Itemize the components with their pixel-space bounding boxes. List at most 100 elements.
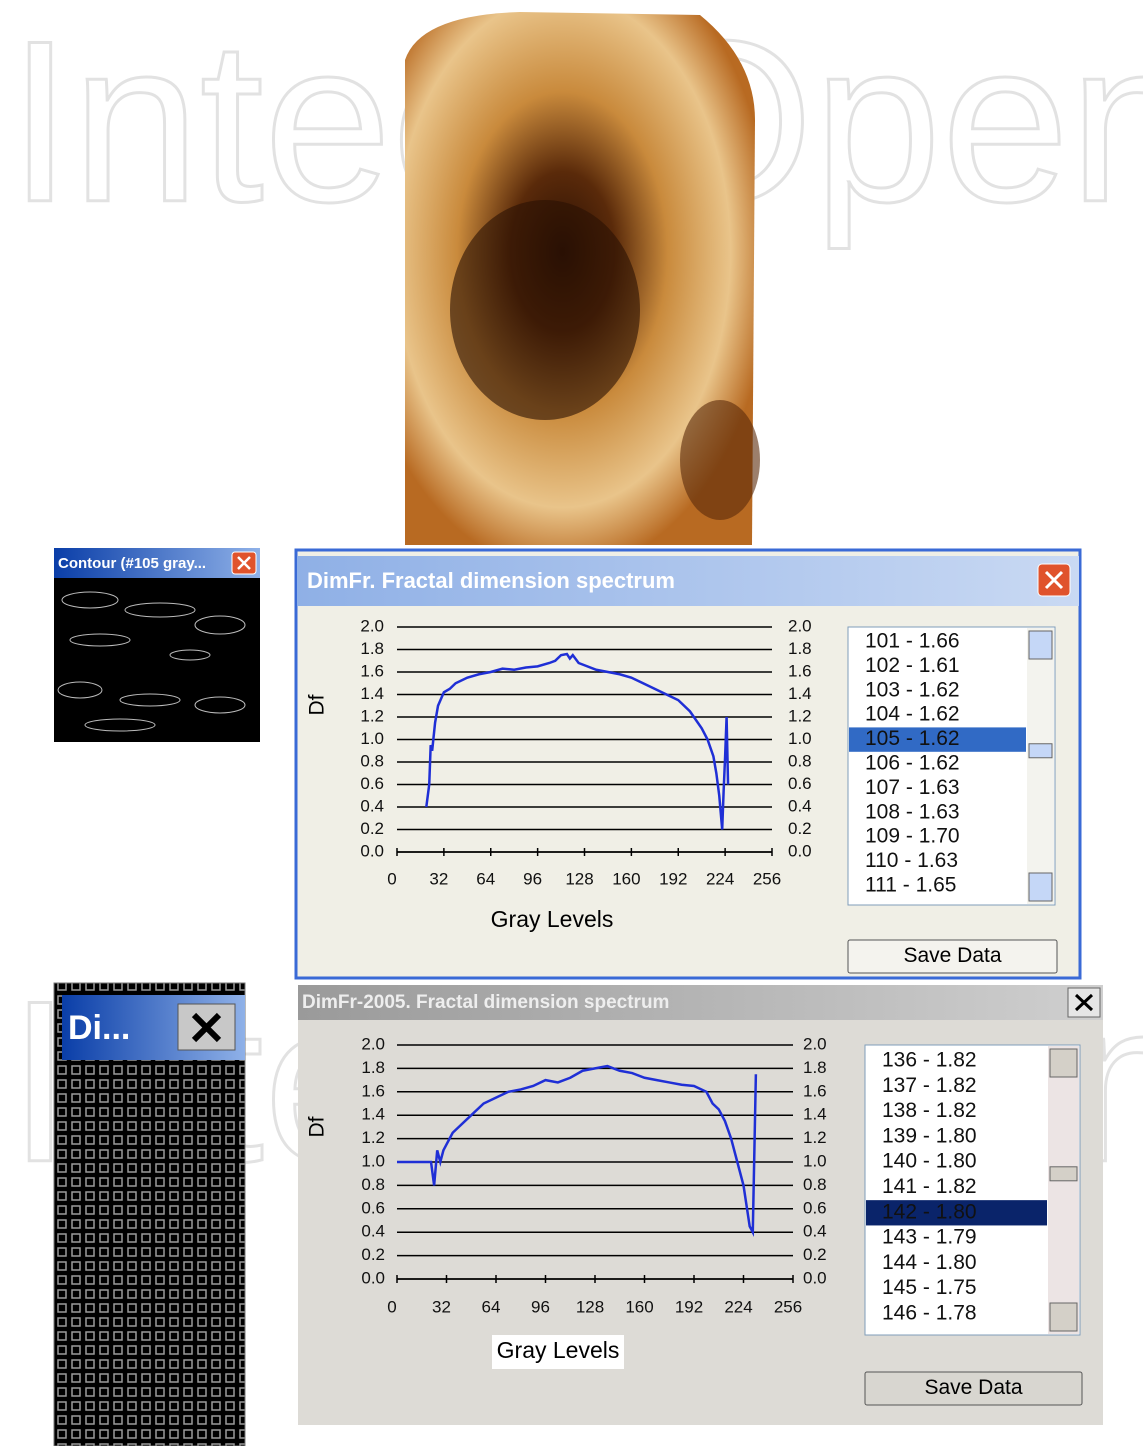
y2-tick-label: 1.6 (803, 1081, 827, 1100)
y2-tick-label: 1.8 (803, 1058, 827, 1077)
list-item[interactable]: 110 - 1.63 (865, 849, 958, 872)
button-label[interactable]: Save Data (903, 944, 1001, 967)
y-axis-label: Df (306, 1116, 329, 1137)
y-tick-label: 0.8 (361, 1175, 385, 1194)
y2-tick-label: 1.0 (803, 1151, 827, 1170)
y-tick-label: 1.4 (361, 1105, 385, 1124)
x-axis-label: Gray Levels (497, 1337, 620, 1363)
y-tick-label: 1.4 (360, 684, 384, 703)
scrollbar (1027, 628, 1054, 904)
x-tick-label: 224 (706, 869, 734, 888)
y2-tick-label: 1.2 (803, 1128, 827, 1147)
y-tick-label: 1.6 (361, 1081, 385, 1100)
scroll-down[interactable] (1050, 1303, 1077, 1331)
button-label[interactable]: Save Data (924, 1376, 1022, 1399)
list-item[interactable]: 144 - 1.80 (882, 1251, 977, 1274)
list-item[interactable]: 141 - 1.82 (882, 1175, 977, 1198)
x-tick-label: 128 (565, 869, 593, 888)
scrollbar (1048, 1046, 1079, 1334)
y-tick-label: 0.6 (360, 774, 384, 793)
list-item[interactable]: 111 - 1.65 (865, 874, 956, 897)
y2-tick-label: 0.0 (803, 1268, 827, 1287)
y-tick-label: 1.8 (361, 1058, 385, 1077)
y-tick-label: 1.0 (360, 729, 384, 748)
list-item[interactable]: 105 - 1.62 (865, 727, 960, 750)
scroll-down[interactable] (1029, 873, 1052, 901)
y2-tick-label: 1.2 (788, 706, 812, 725)
x-tick-label: 96 (523, 869, 542, 888)
y2-tick-label: 0.8 (803, 1175, 827, 1194)
x-tick-label: 160 (625, 1297, 653, 1316)
window-title: DimFr. Fractal dimension spectrum (307, 568, 675, 593)
photo-core (450, 200, 640, 420)
y-tick-label: 1.2 (360, 706, 384, 725)
y-tick-label: 1.2 (361, 1128, 385, 1147)
window-title: DimFr-2005. Fractal dimension spectrum (302, 992, 669, 1013)
y-tick-label: 0.4 (360, 796, 384, 815)
list-item[interactable]: 102 - 1.61 (865, 654, 960, 677)
x-tick-label: 160 (612, 869, 640, 888)
list-item[interactable]: 109 - 1.70 (865, 825, 960, 848)
y2-tick-label: 0.4 (788, 796, 812, 815)
y-tick-label: 0.4 (361, 1222, 385, 1241)
x-axis-label: Gray Levels (491, 906, 614, 932)
y-tick-label: 0.8 (360, 751, 384, 770)
list-item[interactable]: 104 - 1.62 (865, 703, 960, 726)
y-axis-label: Df (306, 694, 329, 715)
list-item[interactable]: 101 - 1.66 (865, 630, 960, 653)
y2-tick-label: 2.0 (788, 616, 812, 635)
list-item[interactable]: 139 - 1.80 (882, 1124, 977, 1147)
scroll-thumb[interactable] (1050, 1167, 1077, 1181)
y-tick-label: 1.0 (361, 1151, 385, 1170)
scroll-up[interactable] (1050, 1049, 1077, 1077)
x-tick-label: 192 (659, 869, 687, 888)
list-item[interactable]: 137 - 1.82 (882, 1074, 977, 1097)
y-tick-label: 0.0 (361, 1268, 385, 1287)
y2-tick-label: 1.8 (788, 639, 812, 658)
list-item[interactable]: 108 - 1.63 (865, 800, 960, 823)
window-title: Contour (#105 gray... (58, 555, 206, 572)
x-tick-label: 64 (476, 869, 495, 888)
scroll-up[interactable] (1029, 631, 1052, 659)
y-tick-label: 0.2 (361, 1245, 385, 1264)
list-item[interactable]: 138 - 1.82 (882, 1099, 977, 1122)
y-tick-label: 1.8 (360, 639, 384, 658)
x-tick-label: 256 (774, 1297, 802, 1316)
y2-tick-label: 0.2 (803, 1245, 827, 1264)
y2-tick-label: 0.2 (788, 819, 812, 838)
y-tick-label: 0.2 (360, 819, 384, 838)
x-tick-label: 128 (576, 1297, 604, 1316)
list-item[interactable]: 146 - 1.78 (882, 1302, 977, 1325)
window-title: Di... (68, 1009, 130, 1047)
list-item[interactable]: 103 - 1.62 (865, 678, 960, 701)
list-item[interactable]: 142 - 1.80 (882, 1200, 977, 1223)
y2-tick-label: 1.4 (803, 1105, 827, 1124)
y2-tick-label: 0.0 (788, 841, 812, 860)
x-tick-label: 96 (531, 1297, 550, 1316)
list-item[interactable]: 107 - 1.63 (865, 776, 960, 799)
x-tick-label: 0 (387, 1297, 396, 1316)
y2-tick-label: 0.4 (803, 1222, 827, 1241)
y2-tick-label: 1.0 (788, 729, 812, 748)
list-item[interactable]: 106 - 1.62 (865, 752, 960, 775)
list-item[interactable]: 140 - 1.80 (882, 1150, 977, 1173)
y2-tick-label: 1.4 (788, 684, 812, 703)
x-tick-label: 192 (675, 1297, 703, 1316)
y2-tick-label: 1.6 (788, 661, 812, 680)
scroll-thumb[interactable] (1029, 744, 1052, 758)
x-tick-label: 32 (432, 1297, 451, 1316)
list-item[interactable]: 143 - 1.79 (882, 1226, 977, 1249)
y-tick-label: 1.6 (360, 661, 384, 680)
screenshot: IntechOpen IntechOpen Contour (#105 gray… (0, 0, 1143, 1446)
y2-tick-label: 0.8 (788, 751, 812, 770)
y-tick-label: 2.0 (360, 616, 384, 635)
list-item[interactable]: 136 - 1.82 (882, 1049, 977, 1072)
x-tick-label: 32 (429, 869, 448, 888)
x-tick-label: 64 (482, 1297, 501, 1316)
y-tick-label: 2.0 (361, 1034, 385, 1053)
y-tick-label: 0.6 (361, 1198, 385, 1217)
list-item[interactable]: 145 - 1.75 (882, 1276, 977, 1299)
y2-tick-label: 0.6 (788, 774, 812, 793)
y2-tick-label: 2.0 (803, 1034, 827, 1053)
x-tick-label: 224 (724, 1297, 752, 1316)
